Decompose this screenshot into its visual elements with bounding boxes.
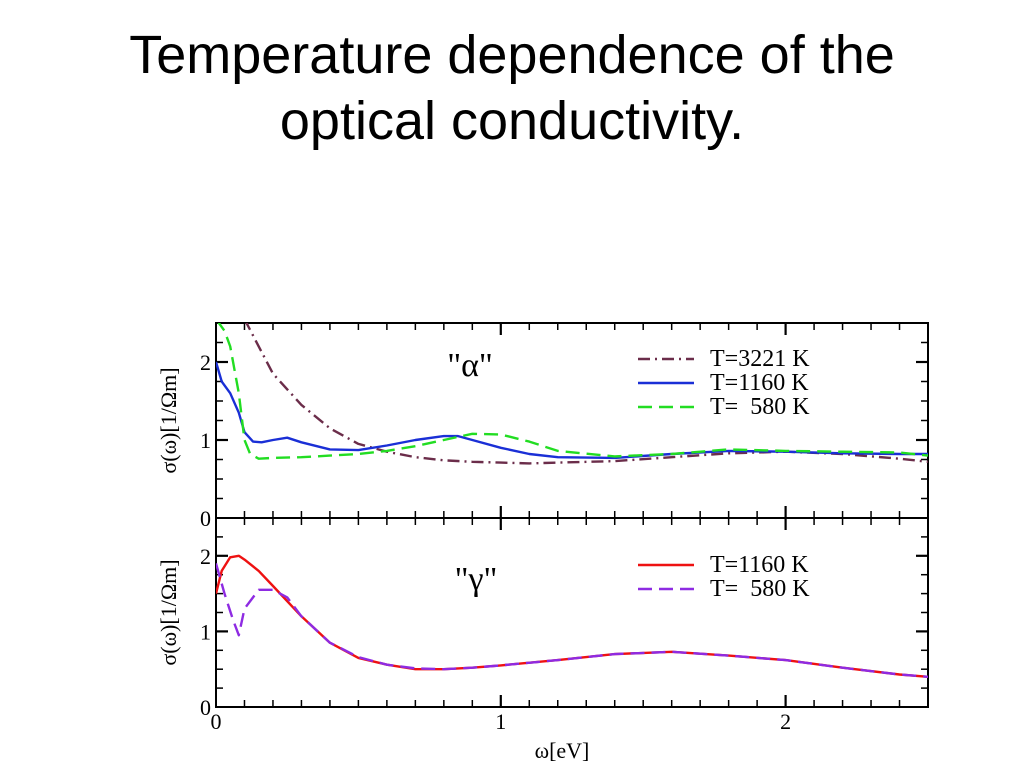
y-tick-label-alpha: 2 (200, 350, 211, 375)
x-tick-label: 2 (780, 709, 791, 734)
legend-label-gamma-0: T=1160 K (710, 552, 809, 578)
legend-label-alpha-2: T= 580 K (710, 394, 810, 420)
slide-title-line-1: Temperature dependence of the (129, 25, 895, 85)
series-line-alpha-0 (245, 323, 928, 465)
y-axis-label-gamma: σ(ω)[1/Ωm] (156, 559, 181, 665)
legend-label-gamma-1: T= 580 K (710, 576, 810, 602)
legend-label-alpha-0: T=3221 K (710, 346, 810, 372)
panel-label-alpha: "α" (447, 347, 493, 384)
x-tick-label: 0 (211, 709, 222, 734)
y-axis-label-alpha: σ(ω)[1/Ωm] (156, 367, 181, 473)
legend-label-alpha-1: T=1160 K (710, 370, 809, 396)
y-tick-label-alpha: 1 (200, 428, 211, 453)
y-tick-label-gamma: 0 (200, 695, 211, 720)
y-tick-label-alpha: 0 (200, 506, 211, 531)
plot-frame-alpha (215, 322, 929, 519)
y-tick-label-gamma: 2 (200, 544, 211, 569)
series-line-alpha-2 (217, 323, 928, 460)
series-line-alpha-1 (216, 361, 928, 460)
panel-label-gamma: "γ" (455, 561, 498, 598)
series-line-gamma-1 (216, 563, 928, 678)
slide-title-line-2: optical conductivity. (279, 91, 745, 151)
y-tick-label-gamma: 1 (200, 619, 211, 644)
x-tick-label: 1 (495, 709, 506, 734)
slide-title: Temperature dependence of the optical co… (0, 22, 1024, 154)
x-axis-label: ω[eV] (535, 738, 590, 763)
plot-frame-gamma (215, 517, 929, 708)
